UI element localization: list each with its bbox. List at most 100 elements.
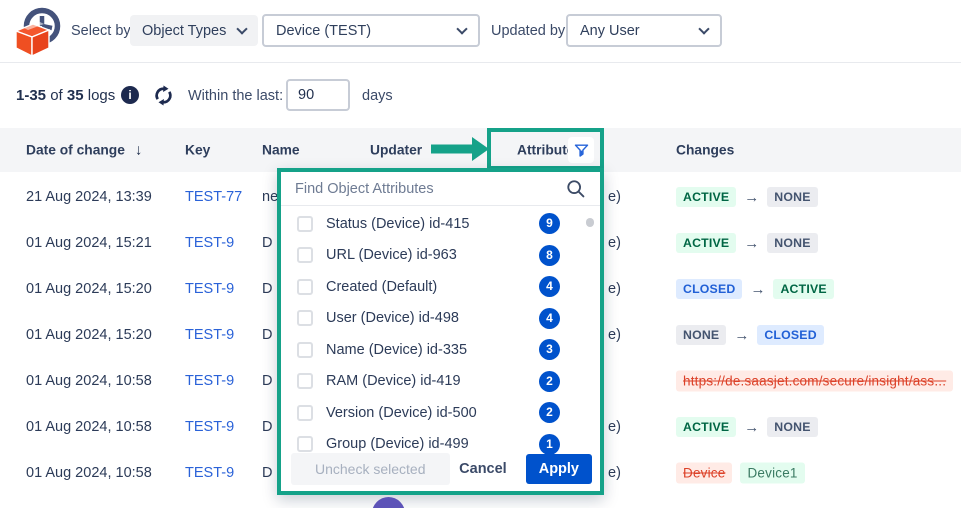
object-type-select[interactable]: Device (TEST) bbox=[262, 14, 480, 47]
issue-key-link[interactable]: TEST-9 bbox=[185, 235, 235, 251]
change-arrow-icon: → bbox=[750, 280, 766, 298]
issue-key-link[interactable]: TEST-9 bbox=[185, 373, 235, 389]
row-attribute-partial: e) bbox=[608, 465, 621, 481]
row-name-partial: D bbox=[262, 235, 273, 251]
attribute-filter-option[interactable]: Status (Device) id-415 9 bbox=[281, 208, 600, 240]
attribute-option-label: RAM (Device) id-419 bbox=[326, 373, 461, 390]
logs-count-word: logs bbox=[87, 87, 116, 104]
usage-count-badge: 8 bbox=[539, 244, 560, 266]
attribute-filter-option[interactable]: URL (Device) id-963 8 bbox=[281, 240, 600, 272]
change-badge: NONE bbox=[767, 233, 818, 253]
attribute-option-list: Status (Device) id-415 9 URL (Device) id-9… bbox=[281, 206, 600, 460]
attribute-filter-button[interactable] bbox=[568, 137, 594, 163]
change-badge: NONE bbox=[676, 325, 727, 345]
updated-by-label: Updated by: bbox=[491, 23, 570, 39]
row-date: 01 Aug 2024, 15:21 bbox=[26, 235, 152, 251]
change-badge: NONE bbox=[767, 187, 818, 207]
attribute-checkbox[interactable] bbox=[297, 373, 313, 390]
row-date: 21 Aug 2024, 13:39 bbox=[26, 189, 152, 205]
cancel-button[interactable]: Cancel bbox=[459, 461, 507, 477]
within-last-label: Within the last: bbox=[188, 88, 284, 104]
row-changes: ACTIVE → NONE bbox=[676, 233, 818, 253]
days-input[interactable] bbox=[286, 79, 350, 111]
issue-key-link[interactable]: TEST-77 bbox=[185, 189, 243, 205]
issue-key-link[interactable]: TEST-9 bbox=[185, 281, 235, 297]
row-attribute-partial: e) bbox=[608, 281, 621, 297]
user-select-value: Any User bbox=[580, 22, 640, 39]
row-attribute-partial: e) bbox=[608, 189, 621, 205]
pagination-dot[interactable] bbox=[372, 497, 405, 508]
attribute-search-input[interactable] bbox=[295, 180, 566, 197]
change-badge: Device bbox=[676, 462, 733, 484]
change-badge: ACTIVE bbox=[773, 279, 834, 299]
table-body: 21 Aug 2024, 13:39 TEST-77 ne e) ACTIVE → NONE… bbox=[0, 174, 961, 496]
history-clock-box-logo bbox=[4, 3, 64, 66]
attribute-filter-option[interactable]: Group (Device) id-499 1 bbox=[281, 429, 600, 461]
row-changes: ACTIVE → NONE bbox=[676, 187, 818, 207]
attribute-option-label: URL (Device) id-963 bbox=[326, 247, 457, 264]
attribute-filter-option[interactable]: Name (Device) id-335 3 bbox=[281, 334, 600, 366]
column-date-of-change[interactable]: Date of change ↓ bbox=[26, 142, 142, 159]
issue-key-link[interactable]: TEST-9 bbox=[185, 327, 235, 343]
issue-key-link[interactable]: TEST-9 bbox=[185, 419, 235, 435]
attribute-checkbox[interactable] bbox=[297, 278, 313, 295]
attribute-option-label: Name (Device) id-335 bbox=[326, 341, 468, 358]
change-arrow-icon: → bbox=[734, 326, 750, 344]
attribute-option-label: Version (Device) id-500 bbox=[326, 404, 477, 421]
row-changes: NONE → CLOSED bbox=[676, 325, 824, 345]
object-types-label: Object Types bbox=[142, 22, 227, 39]
column-attribute: Attribute bbox=[517, 142, 575, 158]
attribute-filter-option[interactable]: RAM (Device) id-419 2 bbox=[281, 366, 600, 398]
annotation-arrow-icon bbox=[431, 137, 489, 166]
change-badge: CLOSED bbox=[676, 279, 743, 299]
chevron-down-icon bbox=[698, 22, 710, 35]
row-date: 01 Aug 2024, 10:58 bbox=[26, 373, 152, 389]
annotation-highlight-box bbox=[487, 128, 604, 170]
change-badge: ACTIVE bbox=[676, 187, 737, 207]
row-attribute-partial: e) bbox=[608, 419, 621, 435]
row-date: 01 Aug 2024, 10:58 bbox=[26, 465, 152, 481]
change-badge: Device1 bbox=[740, 462, 805, 484]
object-types-dropdown[interactable]: Object Types bbox=[130, 15, 259, 46]
usage-count-badge: 2 bbox=[539, 402, 560, 424]
attribute-option-label: User (Device) id-498 bbox=[326, 310, 459, 327]
column-changes: Changes bbox=[676, 142, 735, 158]
row-name-partial: ne bbox=[262, 189, 279, 205]
attribute-filter-option[interactable]: User (Device) id-498 4 bbox=[281, 303, 600, 335]
select-by-label: Select by: bbox=[71, 23, 135, 39]
attribute-checkbox[interactable] bbox=[297, 247, 313, 264]
change-badge: CLOSED bbox=[757, 325, 824, 345]
days-label: days bbox=[362, 88, 393, 104]
table-row: 21 Aug 2024, 13:39 TEST-77 ne e) ACTIVE → NONE bbox=[0, 174, 961, 220]
user-select[interactable]: Any User bbox=[566, 14, 722, 47]
search-icon bbox=[567, 179, 585, 197]
attribute-filter-option[interactable]: Created (Default) 4 bbox=[281, 271, 600, 303]
attribute-checkbox[interactable] bbox=[297, 436, 313, 453]
change-badge: https://de.saasjet.com/secure/insight/as… bbox=[676, 370, 954, 392]
apply-button[interactable]: Apply bbox=[525, 454, 592, 484]
scrollbar-thumb[interactable] bbox=[586, 218, 594, 227]
filter-funnel-icon bbox=[574, 143, 588, 157]
issue-key-link[interactable]: TEST-9 bbox=[185, 465, 235, 481]
attribute-checkbox[interactable] bbox=[297, 310, 313, 327]
usage-count-badge: 1 bbox=[539, 433, 560, 455]
attribute-filter-popup: Status (Device) id-415 9 URL (Device) id-9… bbox=[277, 168, 604, 495]
row-name-partial: D bbox=[262, 281, 273, 297]
info-icon[interactable]: i bbox=[121, 86, 139, 104]
uncheck-selected-button[interactable]: Uncheck selected bbox=[291, 453, 450, 485]
change-badge: ACTIVE bbox=[676, 233, 737, 253]
column-date-label: Date of change bbox=[26, 142, 125, 158]
attribute-checkbox[interactable] bbox=[297, 341, 313, 358]
attribute-checkbox[interactable] bbox=[297, 404, 313, 421]
refresh-icon[interactable] bbox=[152, 84, 175, 107]
usage-count-badge: 2 bbox=[539, 370, 560, 392]
sort-descending-icon[interactable]: ↓ bbox=[134, 141, 143, 159]
attribute-checkbox[interactable] bbox=[297, 215, 313, 232]
row-date: 01 Aug 2024, 15:20 bbox=[26, 281, 152, 297]
row-changes: https://de.saasjet.com/secure/insight/as… bbox=[676, 370, 954, 392]
row-changes: Device Device1 bbox=[676, 462, 805, 484]
attribute-filter-option[interactable]: Version (Device) id-500 2 bbox=[281, 397, 600, 429]
logs-count: 1-35 of 35 logs bbox=[16, 87, 115, 104]
